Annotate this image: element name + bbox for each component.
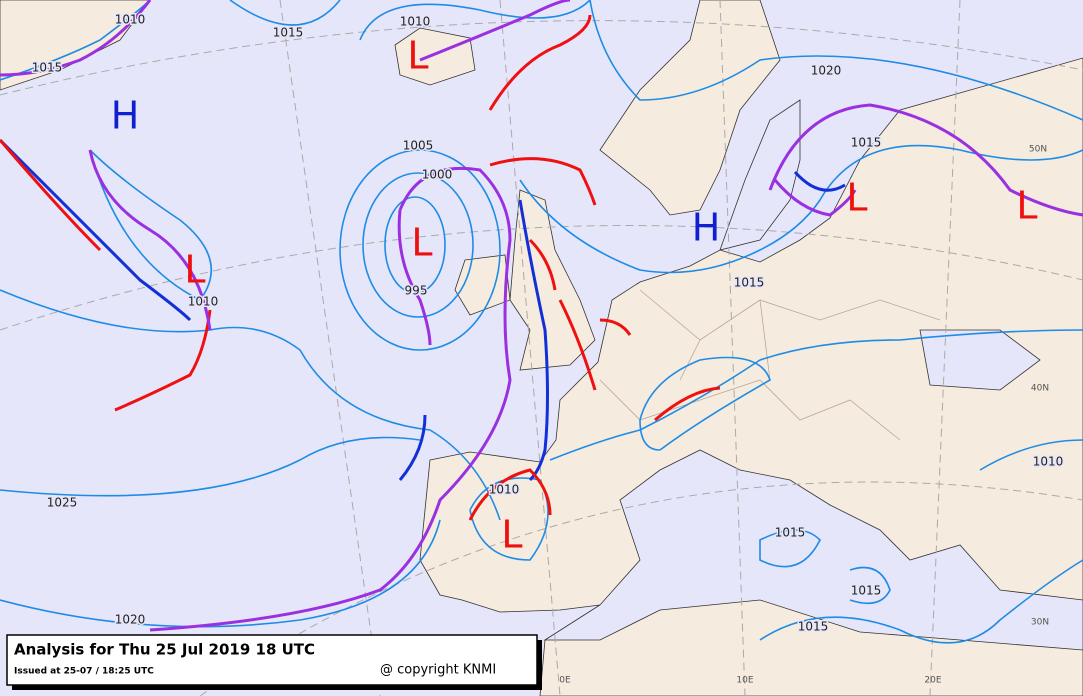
issued: Issued at 25-07 / 18:25 UTC — [14, 667, 154, 677]
isobar-label: 1000 — [422, 168, 453, 182]
isobar-label: 1015 — [273, 26, 304, 40]
grid-label: 50N — [1029, 145, 1047, 155]
isobar-label: 995 — [405, 284, 428, 298]
pressure-center: L — [407, 34, 428, 78]
title-panel — [6, 634, 538, 686]
grid-label: 20E — [924, 676, 941, 686]
isobar-label: 1010 — [188, 295, 219, 309]
fronts — [0, 0, 1083, 632]
grid-label: 30N — [1031, 618, 1049, 628]
pressure-center: H — [111, 94, 140, 138]
isobar-label: 1015 — [851, 136, 882, 150]
isobar-label: 1010 — [1033, 455, 1064, 469]
isobar-label: 1015 — [734, 276, 765, 290]
isobar-label: 1020 — [811, 64, 842, 78]
isobar-label: 1025 — [47, 496, 78, 510]
pressure-center: L — [846, 176, 867, 220]
pressure-center: H — [692, 206, 721, 250]
title: Analysis for Thu 25 Jul 2019 18 UTC — [14, 641, 315, 659]
grid-label: 10E — [736, 676, 753, 686]
labels: 1010 1015 1015 1010 1020 1005 1000 995 1010 1015 1… — [30, 11, 1065, 686]
grid-label: 40N — [1031, 384, 1049, 394]
isobars — [0, 0, 1083, 644]
pressure-center: L — [1016, 184, 1037, 228]
isobar-label: 1010 — [489, 483, 520, 497]
borders — [599, 289, 941, 441]
pressure-center: L — [184, 248, 205, 292]
isobar-label: 1015 — [32, 61, 63, 75]
isobar-label: 1015 — [798, 620, 829, 634]
isobar-label: 1015 — [851, 584, 882, 598]
isobar-label: 1005 — [403, 139, 434, 153]
title-box: Analysis for Thu 25 Jul 2019 18 UTC Issu… — [6, 634, 542, 690]
isobar-label: 1010 — [400, 15, 431, 29]
isobar-label: 1020 — [115, 613, 146, 627]
copyright: @ copyright KNMI — [380, 663, 496, 678]
pressure-center: L — [411, 221, 432, 265]
isobar-label: 1015 — [775, 526, 806, 540]
pressure-center: L — [501, 513, 522, 557]
grid-label: 0E — [559, 676, 571, 686]
isobar-label: 1010 — [115, 13, 146, 27]
